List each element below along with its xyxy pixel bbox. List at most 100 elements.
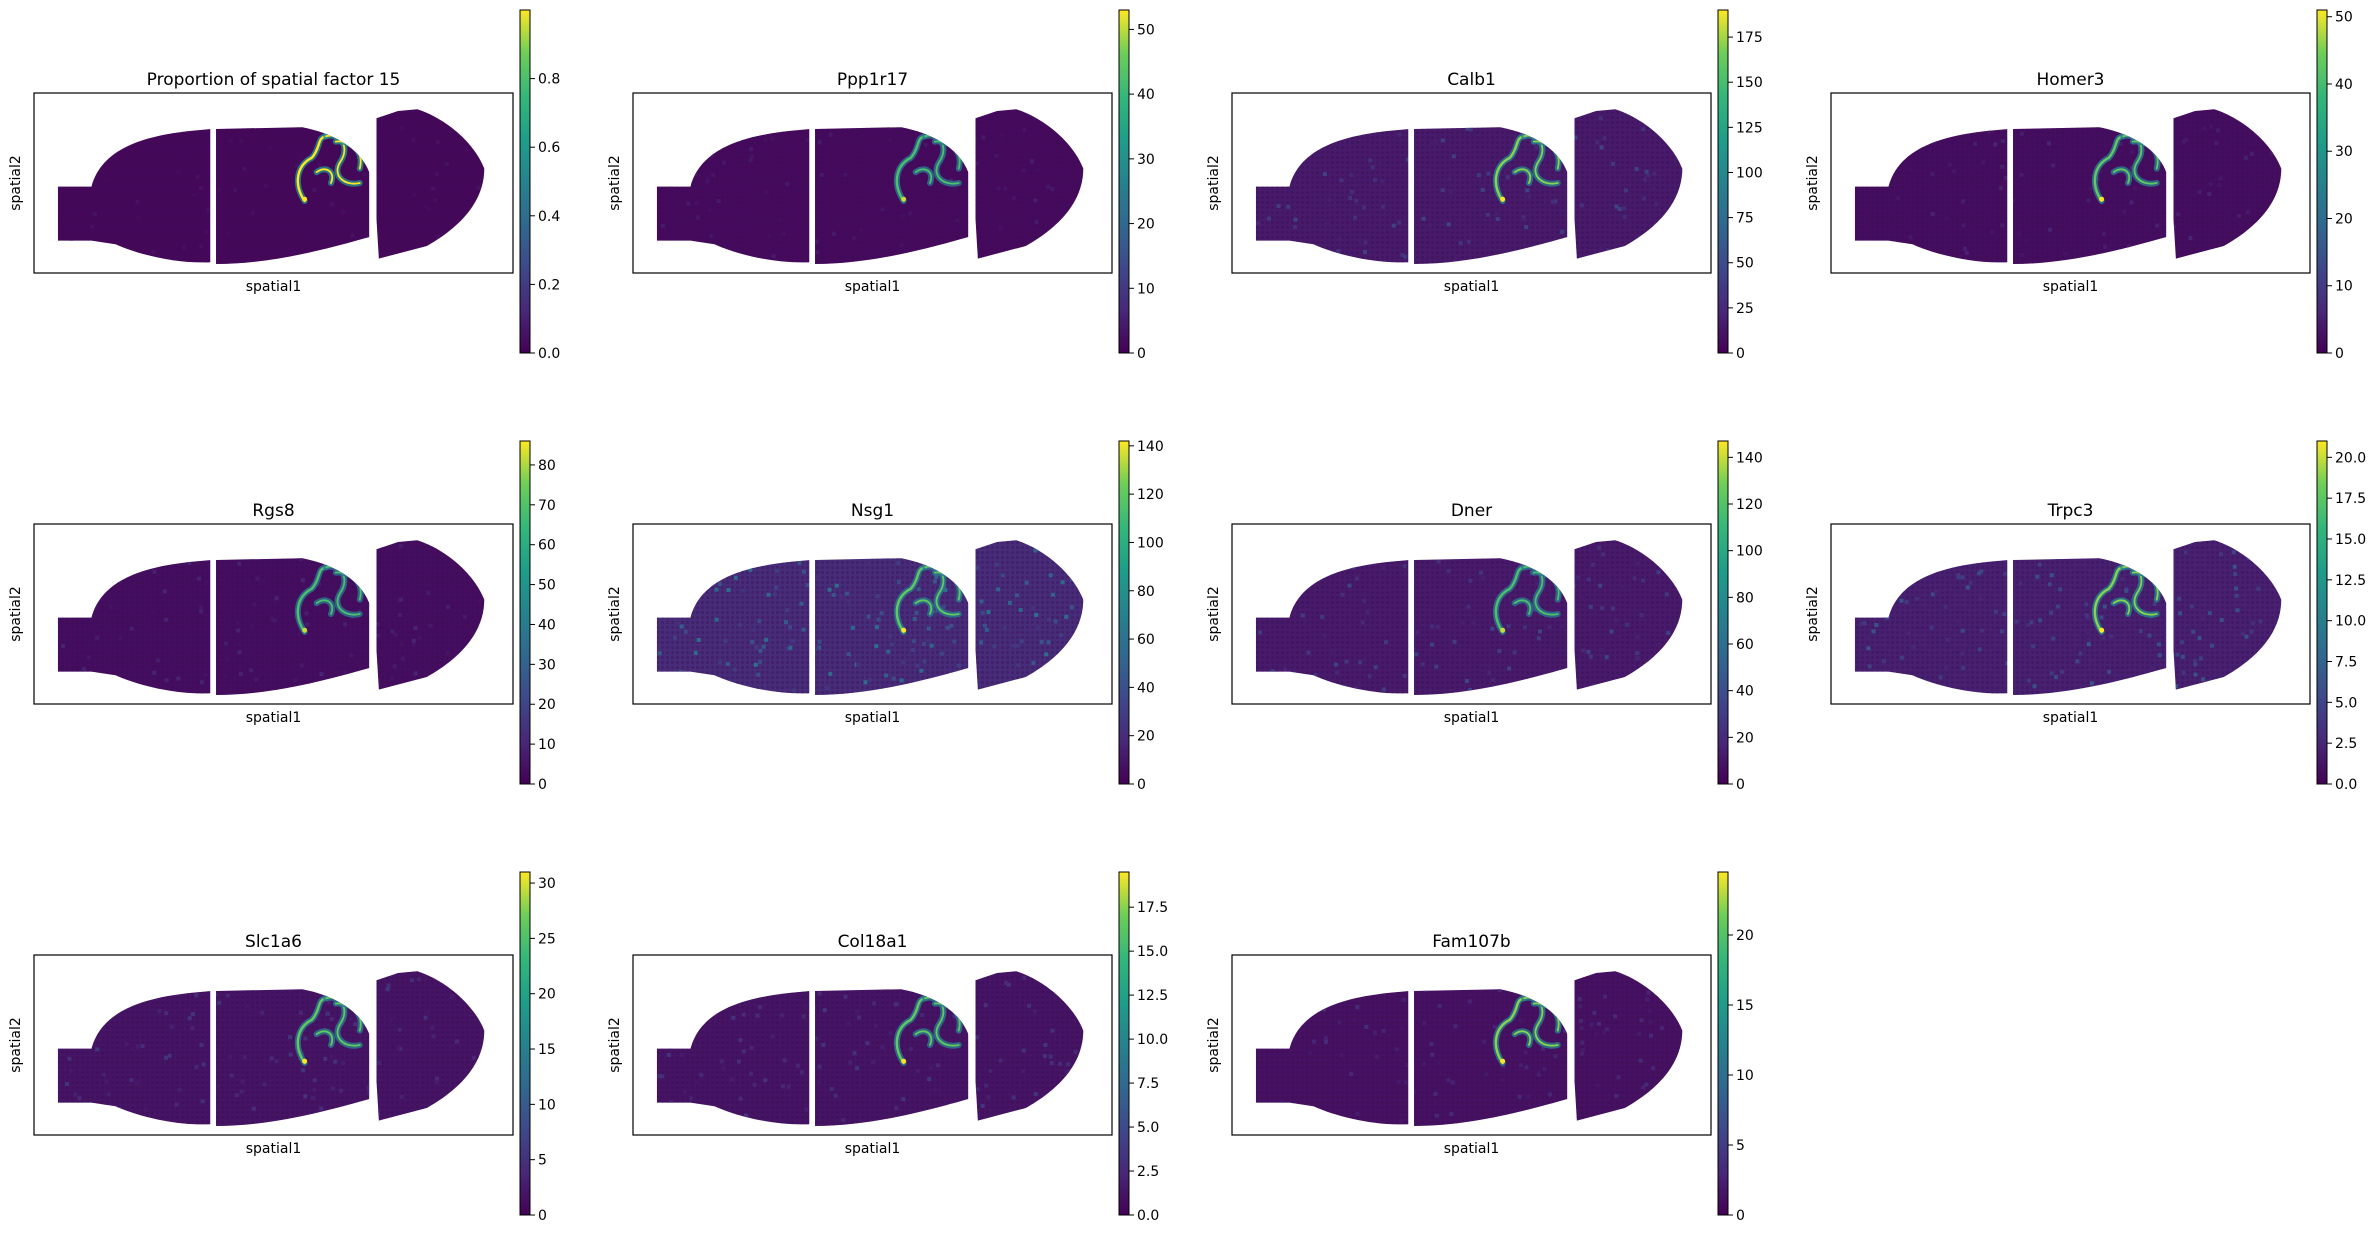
expression-spot [847,599,852,604]
colorbar-tick-label: 20 [538,697,556,713]
expression-spot [2003,175,2008,180]
spot-grid [1255,109,1683,264]
expression-spot [1632,249,1637,254]
expression-spot [129,1077,134,1082]
expression-spot [318,1112,323,1117]
expression-spot [747,125,752,130]
expression-spot [705,175,710,180]
expression-spot [2003,571,2008,576]
expression-spot [1477,114,1482,119]
expression-spot [774,585,779,590]
expression-spot [814,239,819,244]
expression-spot [686,201,691,206]
expression-spot [1901,254,1906,259]
section-gap [1567,93,1575,273]
expression-spot [813,1036,818,1041]
expression-spot [188,156,193,161]
expression-spot [2051,694,2055,695]
expression-spot [1553,199,1558,204]
expression-spot [2013,118,2018,123]
expression-spot [1452,639,1457,644]
expression-spot [249,668,254,673]
plot-title: Dner [1451,501,1492,521]
expression-spot [841,1118,846,1123]
expression-spot [2026,678,2031,683]
expression-spot [1622,251,1627,256]
expression-spot [1939,118,1944,123]
expression-spot [1484,1072,1489,1077]
expression-spot [1286,204,1291,209]
expression-spot [1373,178,1378,183]
colorbar-tick-label: 80 [538,458,556,474]
expression-spot [1050,1028,1055,1033]
expression-spot [693,650,698,655]
expression-spot [1003,186,1008,191]
expression-spot [1581,648,1586,653]
x-axis-label: spatial1 [246,279,302,295]
expression-spot [1535,581,1540,586]
expression-spot [1934,589,1939,594]
peak-spot [1500,1058,1506,1064]
expression-spot [482,649,485,654]
expression-spot [1635,651,1640,656]
expression-spot [330,1086,335,1091]
expression-spot [667,566,672,571]
expression-spot [89,549,94,554]
expression-spot [1070,577,1075,582]
expression-spot [1064,614,1069,619]
expression-spot [888,633,893,638]
expression-spot [269,616,274,621]
expression-spot [1961,223,1966,228]
expression-spot [1868,675,1873,680]
expression-spot [2046,141,2051,146]
expression-spot [1421,216,1426,221]
expression-spot [1563,1028,1568,1033]
spot-grid [656,971,1084,1126]
expression-spot [2176,212,2181,217]
expression-spot [1050,592,1055,597]
axes-frame [1231,954,1712,1136]
expression-spot [2053,675,2058,680]
expression-spot [937,126,942,131]
expression-spot [1397,132,1402,137]
expression-spot [927,1077,932,1082]
peak-spot [2099,196,2105,202]
expression-spot [1466,239,1471,244]
expression-spot [194,1064,199,1069]
expression-spot [775,568,780,573]
expression-spot [1433,139,1438,144]
expression-spot [1548,1000,1553,1005]
expression-spot [1492,1024,1497,1029]
y-axis-label: spatial2 [607,1017,623,1073]
expression-spot [791,688,796,693]
expression-spot [1327,197,1332,202]
expression-spot [868,678,873,683]
expression-spot [478,564,483,569]
expression-spot [1357,238,1362,243]
expression-spot [235,1042,240,1047]
expression-spot [1332,139,1337,144]
colorbar-tick-label: 20 [1137,217,1155,233]
expression-spot [982,623,987,628]
expression-spot [262,1082,267,1087]
expression-spot [766,592,771,597]
tissue-section [57,971,485,1126]
expression-spot [298,1010,303,1015]
expression-spot [190,1012,195,1017]
expression-spot [1340,121,1345,126]
expression-spot [274,596,279,601]
expression-spot [1980,628,1985,633]
expression-spot [1362,205,1367,210]
expression-spot [1308,1104,1313,1109]
expression-spot [689,1096,694,1101]
expression-spot [1360,620,1365,625]
expression-spot [956,663,961,668]
expression-spot [1270,669,1275,674]
expression-spot [1369,115,1374,120]
y-axis-label: spatial2 [1206,586,1222,642]
expression-spot [1911,646,1916,651]
expression-spot [1300,613,1305,618]
expression-spot [923,142,928,147]
expression-spot [1580,1047,1585,1052]
